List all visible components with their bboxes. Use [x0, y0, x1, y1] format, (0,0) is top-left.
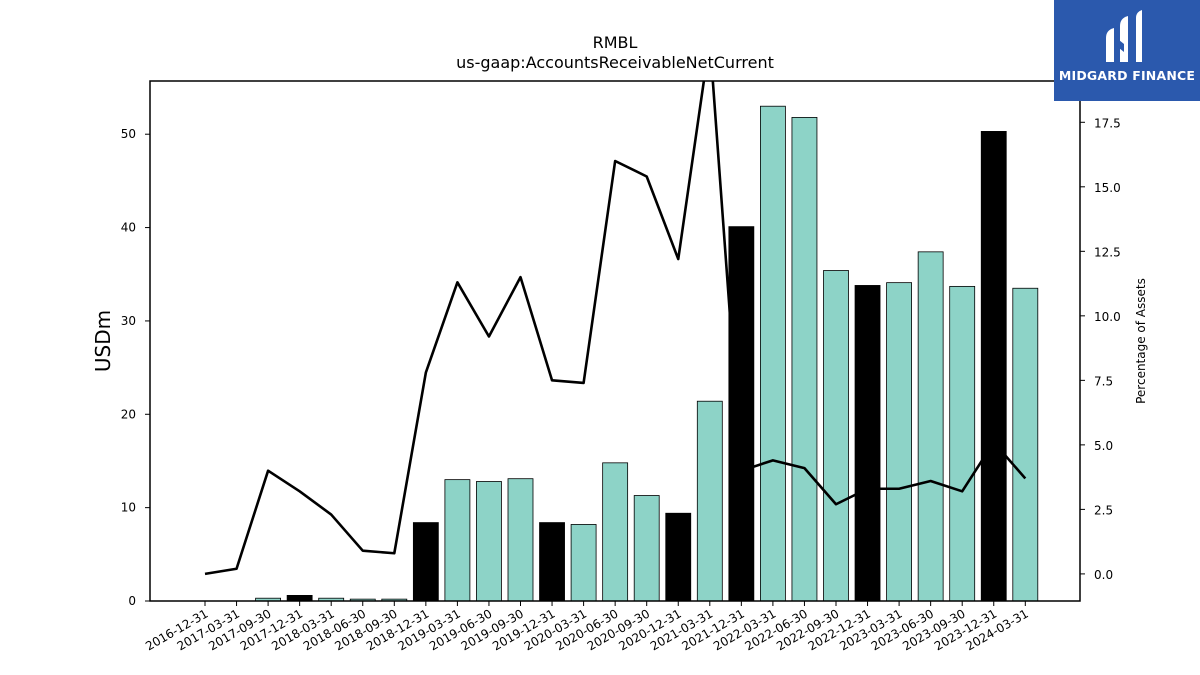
bar-2023-12-31	[980, 131, 1007, 602]
y-tick-label: 40	[121, 221, 136, 235]
y-tick-label: 30	[121, 314, 136, 328]
y2-tick-label: 7.5	[1094, 374, 1113, 388]
bar-2024-03-31	[1012, 287, 1039, 602]
bar-2019-03-31	[444, 479, 471, 602]
y2-tick-label: 15.0	[1094, 181, 1121, 195]
y2-tick-label: 0.0	[1094, 568, 1113, 582]
bar-2023-03-31	[886, 282, 912, 602]
bar-2021-12-31	[728, 226, 755, 602]
line-layer	[204, 81, 1027, 576]
logo-text: MIDGARD FINANCE	[1058, 68, 1196, 83]
chart-subtitle: us-gaap:AccountsReceivableNetCurrent	[456, 53, 774, 72]
y-tick-label: 0	[128, 594, 136, 608]
bar-2018-12-31	[412, 522, 439, 602]
bar-2023-06-30	[917, 251, 944, 602]
y-tick-label: 20	[121, 407, 136, 421]
y2-tick-label: 2.5	[1094, 503, 1113, 517]
bar-2021-03-31	[696, 400, 723, 602]
chart-title: RMBL	[593, 33, 638, 52]
bar-2019-09-30	[507, 478, 534, 602]
y-tick-label: 50	[121, 127, 136, 141]
bar-2019-12-31	[539, 522, 565, 602]
y-tick-label: 10	[121, 501, 136, 515]
y2-tick-label: 10.0	[1094, 310, 1121, 324]
bars-layer	[255, 105, 1039, 602]
bar-2023-09-30	[949, 285, 976, 602]
bar-2022-09-30	[823, 270, 849, 602]
right-axis-ticks: 0.0 2.5 5.0 7.5 10.0 12.5 15.0 17.5	[1080, 116, 1121, 582]
midgard-finance-logo: MIDGARD FINANCE	[1054, 0, 1200, 101]
bar-2022-12-31	[854, 285, 881, 602]
percentage-line	[204, 81, 1027, 576]
logo-mark-icon	[1106, 10, 1142, 62]
y-axis-label: USDm	[91, 310, 115, 372]
bar-2019-06-30	[476, 481, 502, 602]
y2-tick-label: 12.5	[1094, 245, 1121, 259]
bar-2020-06-30	[602, 462, 629, 602]
bar-2020-09-30	[633, 495, 660, 602]
bar-2020-03-31	[570, 524, 597, 602]
left-axis-ticks: 0 10 20 30 40 50	[121, 127, 150, 608]
y2-axis-label: Percentage of Assets	[1134, 278, 1148, 404]
x-axis-ticks: 2016-12-312017-03-312017-09-302017-12-31…	[143, 601, 1031, 653]
bar-2022-03-31	[760, 105, 786, 602]
y2-tick-label: 17.5	[1094, 116, 1121, 130]
bar-2022-06-30	[791, 117, 818, 602]
bar-2020-12-31	[665, 512, 692, 602]
y2-tick-label: 5.0	[1094, 439, 1113, 453]
bar-2017-12-31	[286, 595, 313, 602]
